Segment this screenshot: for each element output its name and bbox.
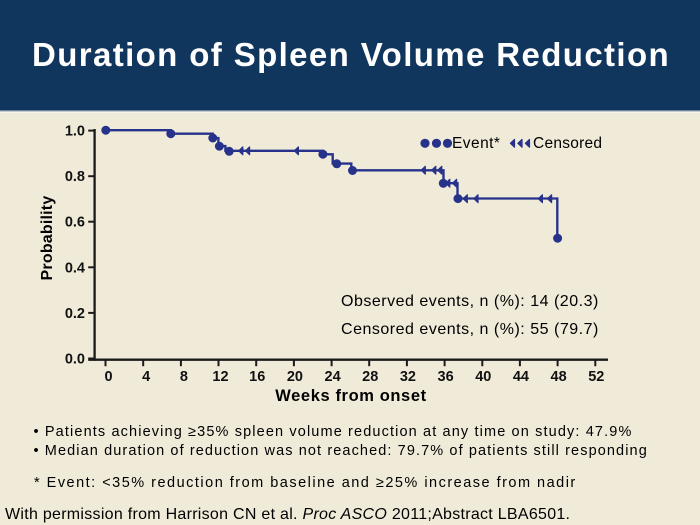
- svg-text:1.0: 1.0: [65, 124, 85, 140]
- svg-text:28: 28: [362, 369, 378, 385]
- svg-text:36: 36: [438, 369, 454, 385]
- svg-text:52: 52: [588, 369, 604, 385]
- svg-text:40: 40: [475, 369, 491, 385]
- svg-text:4: 4: [142, 369, 150, 385]
- svg-text:0.6: 0.6: [65, 215, 85, 231]
- svg-text:16: 16: [249, 369, 265, 385]
- svg-text:48: 48: [551, 369, 567, 385]
- svg-text:24: 24: [325, 369, 341, 385]
- svg-text:20: 20: [287, 369, 303, 385]
- svg-text:12: 12: [212, 369, 228, 385]
- svg-text:0: 0: [104, 369, 112, 385]
- svg-text:0.8: 0.8: [65, 169, 85, 185]
- svg-text:0.2: 0.2: [65, 306, 85, 322]
- svg-text:44: 44: [513, 369, 529, 385]
- svg-text:0.0: 0.0: [65, 352, 85, 368]
- svg-text:32: 32: [400, 369, 416, 385]
- svg-text:8: 8: [180, 369, 188, 385]
- svg-text:0.4: 0.4: [65, 260, 85, 276]
